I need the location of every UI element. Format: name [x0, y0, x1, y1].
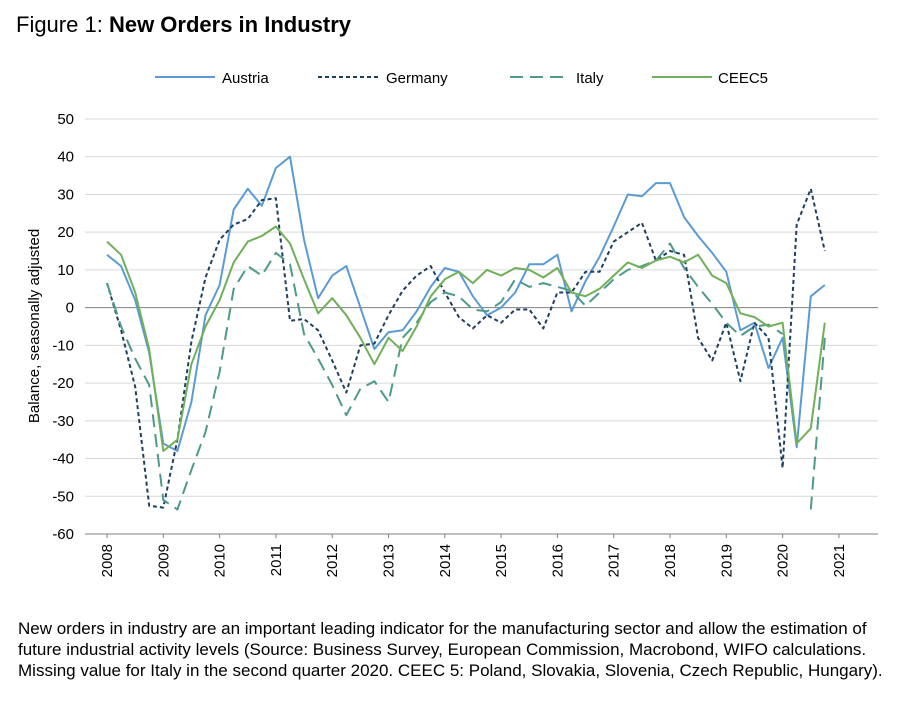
- x-tick-label: 2011: [268, 544, 285, 576]
- y-tick-label: -20: [52, 375, 74, 392]
- legend-label-germany: Germany: [386, 70, 448, 87]
- x-tick-label: 2021: [831, 544, 848, 577]
- legend-label-italy: Italy: [576, 70, 604, 87]
- x-tick-label: 2008: [99, 544, 116, 577]
- x-tick-label: 2018: [662, 544, 679, 577]
- series-lines: [106, 155, 826, 511]
- y-tick-label: -10: [52, 337, 74, 354]
- x-tick-label: 2014: [437, 544, 454, 577]
- y-tick-label: -50: [52, 488, 74, 505]
- series-line-austria: [106, 155, 826, 452]
- y-tick-label: 10: [57, 262, 74, 279]
- series-line-italy: [809, 337, 826, 510]
- x-tick-label: 2019: [718, 544, 735, 577]
- legend-label-ceec5: CEEC5: [718, 70, 768, 87]
- x-tick-label: 2013: [381, 544, 398, 577]
- legend: Austria Germany Italy CEEC5: [155, 70, 768, 87]
- y-tick-label: 40: [57, 149, 74, 166]
- x-tick-label: 2015: [493, 544, 510, 577]
- series-line-italy: [106, 242, 784, 511]
- y-tick-label: -40: [52, 451, 74, 468]
- y-tick-label: 20: [57, 224, 74, 241]
- y-tick-label: -60: [52, 526, 74, 543]
- x-tick-label: 2012: [324, 544, 341, 577]
- figure-title: Figure 1: New Orders in Industry: [16, 12, 351, 38]
- figure-label: Figure 1:: [16, 12, 103, 37]
- y-tick-label: 50: [57, 111, 74, 128]
- series-line-ceec5: [106, 225, 826, 452]
- legend-label-austria: Austria: [222, 70, 269, 87]
- y-tick-label: 0: [66, 300, 74, 317]
- figure-note: New orders in industry are an important …: [18, 619, 883, 680]
- series-line-germany: [106, 187, 826, 509]
- x-tick-label: 2016: [549, 544, 566, 577]
- chart-title: New Orders in Industry: [108, 12, 352, 37]
- x-tick-label: 2009: [155, 544, 172, 577]
- x-tick-label: 2020: [775, 544, 792, 577]
- x-tick-label: 2017: [606, 544, 623, 577]
- x-tick-label: 2010: [212, 544, 229, 577]
- y-tick-label: -30: [52, 413, 74, 430]
- y-tick-label: 30: [57, 186, 74, 203]
- y-axis-title: Balance, seasonally adjusted: [26, 229, 43, 423]
